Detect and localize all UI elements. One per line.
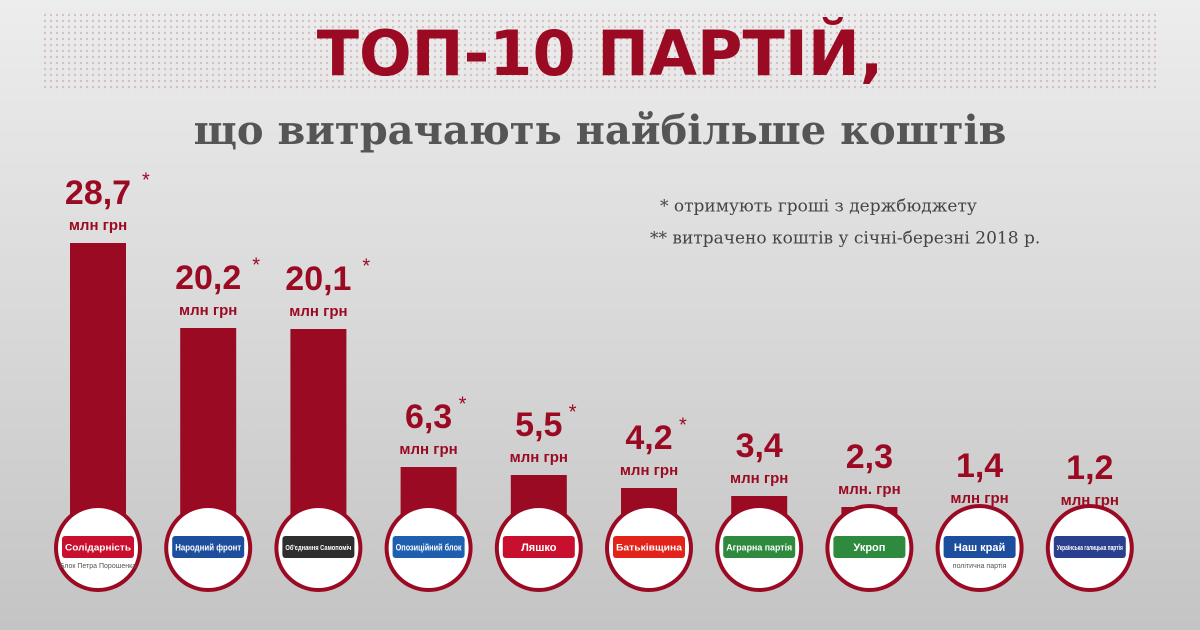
chart-subtitle: що витрачають найбільше коштів xyxy=(194,107,1007,154)
category-label: Об'єднання Самопоміч xyxy=(285,544,351,552)
unit-label: млн грн xyxy=(179,302,237,319)
unit-label: млн грн xyxy=(399,441,457,458)
value-label: 28,7 xyxy=(65,174,131,212)
category-label: Укроп xyxy=(853,542,885,554)
logo-plate xyxy=(833,536,906,558)
annotation: ** витрачено коштів у січні-березні 2018… xyxy=(650,229,1040,249)
value-note: * xyxy=(362,255,370,277)
value-label: 4,2 xyxy=(625,419,672,457)
unit-label: млн грн xyxy=(950,490,1008,507)
unit-label: млн грн xyxy=(510,449,568,466)
value-label: 2,3 xyxy=(846,438,893,476)
category-label: Аграрна партія xyxy=(726,542,792,552)
logo-plate xyxy=(282,536,355,558)
title-pattern xyxy=(40,12,1160,92)
logo-plate xyxy=(1053,536,1126,558)
unit-label: млн грн xyxy=(620,462,678,479)
logo-plate xyxy=(723,536,796,558)
value-label: 1,2 xyxy=(1066,449,1113,487)
value-label: 20,1 xyxy=(285,260,351,298)
category-label: Опозиційний блок xyxy=(396,542,462,552)
value-label: 20,2 xyxy=(175,259,241,297)
value-note: * xyxy=(459,393,467,415)
category-label: Українська галицька партія xyxy=(1057,544,1123,552)
value-label: 1,4 xyxy=(956,447,1003,485)
value-note: * xyxy=(679,414,687,436)
category-sublabel: Блок Петра Порошенка xyxy=(60,563,137,570)
category-sublabel: політична партія xyxy=(953,562,1007,570)
annotation: * отримують гроші з держбюджету xyxy=(660,197,977,217)
value-note: * xyxy=(569,401,577,423)
unit-label: млн грн xyxy=(730,470,788,487)
unit-label: млн грн xyxy=(289,303,347,320)
value-label: 5,5 xyxy=(515,406,562,444)
unit-label: млн грн xyxy=(1061,492,1119,509)
category-label: Народний фронт xyxy=(175,542,242,552)
logo-plate xyxy=(943,536,1016,558)
unit-label: млн грн xyxy=(69,217,127,234)
logo-plate xyxy=(502,536,575,558)
chart-title: ТОП-10 ПАРТІЙ, xyxy=(317,17,884,90)
category-label: Ляшко xyxy=(521,542,557,554)
value-note: * xyxy=(252,254,260,276)
value-label: 6,3 xyxy=(405,398,452,436)
logo-plate xyxy=(613,536,685,558)
category-label: Батьківщина xyxy=(616,542,683,552)
logo-plate xyxy=(172,536,245,558)
category-label: Наш край xyxy=(954,542,1005,554)
logo-plate xyxy=(62,536,134,558)
category-label: Солідарність xyxy=(65,542,132,552)
bar xyxy=(70,243,126,550)
value-note: * xyxy=(142,169,150,191)
value-label: 3,4 xyxy=(736,427,783,465)
unit-label: млн. грн xyxy=(838,481,901,498)
logo-plate xyxy=(392,536,465,558)
